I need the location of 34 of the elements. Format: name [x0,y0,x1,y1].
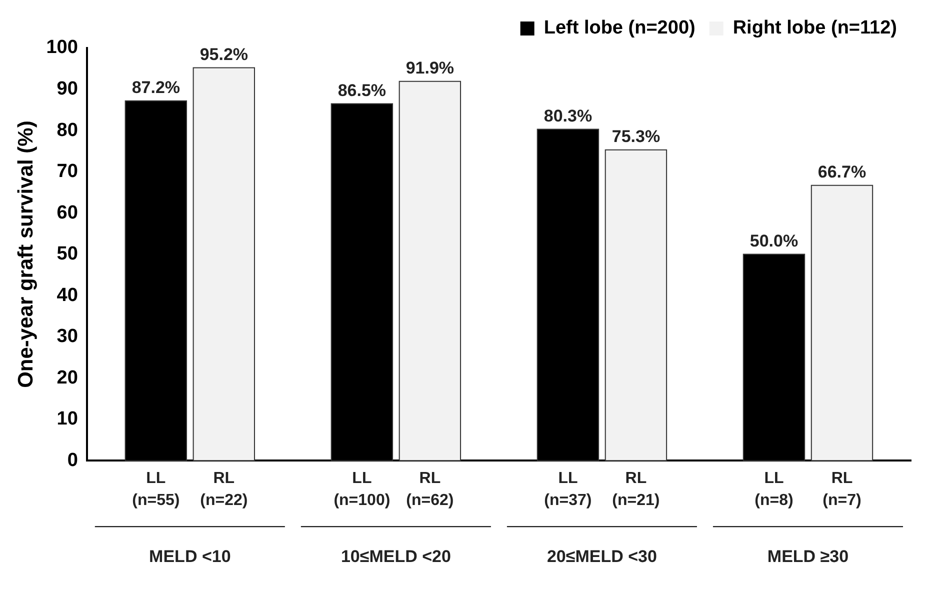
data-label: 80.3% [544,106,592,126]
x-tick-label: MELD <10 [149,546,231,566]
y-tick-label: 30 [56,326,78,348]
y-axis-title: One-year graft survival (%) [14,120,38,388]
y-tick-label: 0 [67,450,78,471]
data-label: 86.5% [338,80,386,100]
x-tick-label: 10≤MELD <20 [340,546,451,566]
y-tick-label: 70 [56,161,78,182]
y-tick-label: 80 [56,120,78,141]
y-tick-label: 20 [56,367,78,388]
data-label: 95.2% [200,44,248,64]
text: RL (n=22) [200,470,248,510]
text: RL (n=62) [406,470,454,510]
y-tick-label: 10 [56,408,78,430]
data-label: 91.9% [406,58,454,78]
text: RL (n=21) [612,470,660,510]
text: RL (n=7) [822,470,862,510]
y-tick-label: 60 [56,202,78,224]
data-label: 50.0% [750,231,798,250]
text: LL (n=100) [334,470,390,510]
text: LL (n=55) [132,470,180,510]
data-label: 75.3% [612,127,660,146]
y-tick-label: 90 [56,78,78,100]
x-tick-label: MELD ≥30 [767,546,849,566]
x-tick-label: 20≤MELD <30 [546,546,657,566]
y-tick-label: 50 [56,244,78,265]
text: LL (n=8) [754,470,794,510]
legend-label: Left lobe (n=200) [544,18,696,39]
y-tick-label: 40 [56,284,78,306]
data-label: 87.2% [132,78,180,97]
y-tick-label: 100 [46,37,78,58]
legend-label: Right lobe (n=112) [732,18,898,39]
data-label: 66.7% [818,162,866,182]
text: LL (n=37) [544,470,592,510]
